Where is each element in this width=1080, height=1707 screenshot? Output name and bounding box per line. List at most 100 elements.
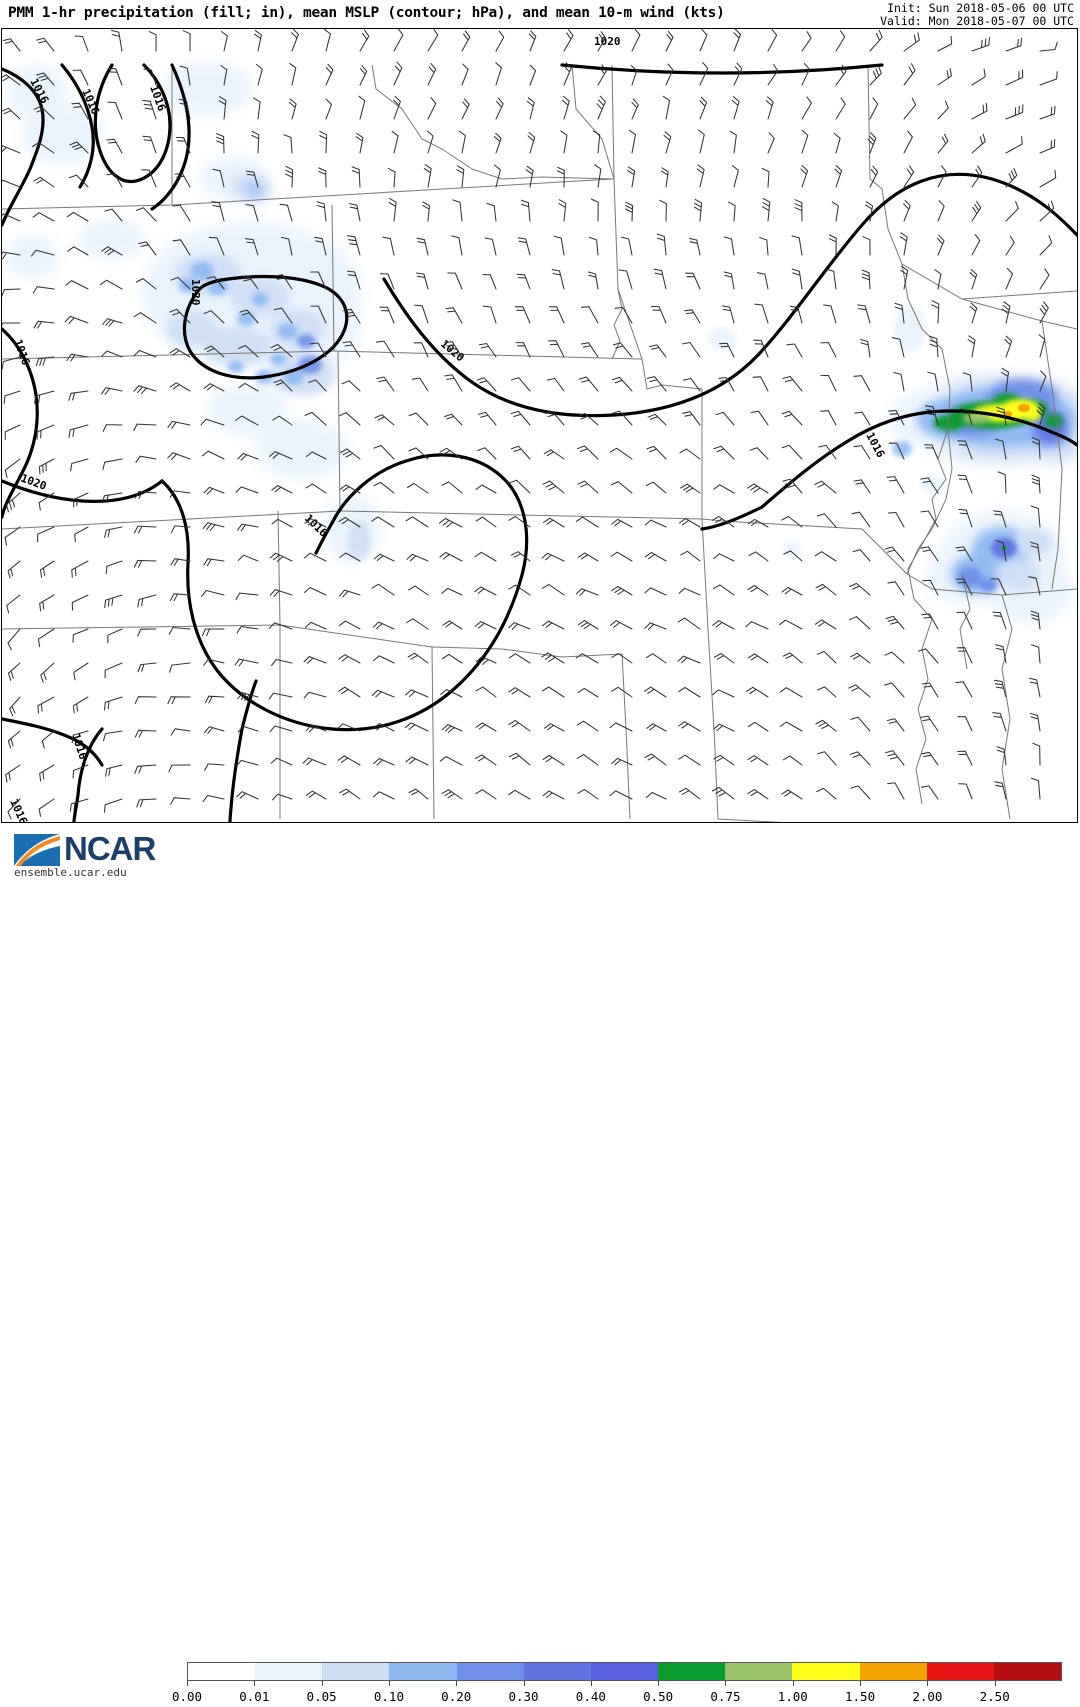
colorbar-ticks: 0.00 0.01 0.05 0.10 0.20 0.30 0.40 0.50 0.75 1.00… (0, 1681, 1080, 1707)
wind-barb (495, 97, 504, 120)
wind-barb (1039, 235, 1053, 256)
wind-barb (167, 452, 191, 461)
wind-barb (316, 201, 327, 222)
wind-barb (644, 753, 667, 766)
wind-barb (677, 617, 701, 630)
wind-barb (406, 482, 429, 494)
wind-barb (576, 445, 599, 460)
wind-barb (269, 552, 293, 562)
wind-barb (408, 412, 429, 426)
wind-barb (611, 410, 633, 426)
wind-barb (74, 35, 89, 52)
wind-barb (937, 35, 953, 52)
wind-barb (439, 447, 463, 460)
wind-barb (815, 719, 837, 732)
wind-barb (955, 681, 973, 698)
wind-barb (646, 723, 667, 732)
wind-barb (238, 344, 259, 358)
wind-barb (852, 549, 871, 562)
wind-barb (405, 689, 429, 698)
wind-barb (358, 95, 366, 120)
ncar-logo[interactable]: NCAR ensemble.ucar.edu (6, 828, 176, 884)
wind-barb (958, 783, 973, 800)
colorbar-swatch-9 (792, 1663, 860, 1680)
wind-barb (993, 679, 1007, 698)
map-canvas[interactable]: 1016 1016 1016 1020 1020 1020 1016 1020 … (1, 28, 1078, 823)
wind-barb (38, 458, 55, 475)
wind-barb (665, 63, 674, 86)
wind-barb (73, 662, 89, 681)
wind-barb (110, 29, 123, 52)
wind-barb (204, 763, 225, 772)
wind-barb (990, 578, 1007, 596)
wind-barb (711, 515, 735, 528)
wind-barb (971, 200, 982, 222)
wind-barb (279, 203, 293, 222)
colorbar-tickmark (523, 1681, 525, 1686)
wind-barb (992, 611, 1007, 630)
wind-barb (528, 30, 537, 52)
wind-barb (627, 166, 636, 188)
wind-barb (719, 342, 735, 358)
wind-barb (745, 621, 769, 630)
wind-barb (255, 63, 263, 86)
wind-barb (558, 199, 567, 222)
wind-barb (814, 551, 837, 562)
wind-barb (486, 202, 497, 222)
wind-barb (167, 420, 191, 429)
wind-barb (254, 30, 262, 52)
wind-barb (650, 305, 667, 324)
wind-barb (101, 387, 123, 396)
wind-barb (924, 405, 939, 426)
wind-barb (529, 64, 537, 86)
colorbar-tickmark (658, 1681, 660, 1686)
wind-barb (828, 234, 837, 256)
wind-barb (235, 486, 259, 494)
wind-barb (937, 67, 952, 86)
wind-barb (393, 61, 403, 86)
wind-barb (699, 96, 708, 120)
wind-barb (587, 271, 599, 290)
wind-barb (955, 546, 973, 562)
wind-barb (102, 318, 123, 327)
wind-barb (659, 199, 667, 222)
wind-barb (323, 29, 331, 52)
wind-barb (885, 750, 905, 766)
wind-barb (588, 236, 599, 256)
wind-barb (711, 786, 735, 800)
wind-barb (1028, 576, 1041, 596)
wind-barb (482, 273, 497, 290)
wind-barb (643, 686, 667, 698)
wind-barb (756, 272, 769, 290)
wind-barb (544, 410, 565, 426)
wind-barb (338, 412, 361, 426)
wind-barb (510, 551, 531, 562)
wind-barb (200, 418, 225, 426)
wind-barb (1030, 644, 1041, 664)
wind-barb (761, 167, 770, 188)
wind-barb (745, 686, 769, 698)
wind-barb (781, 586, 803, 596)
wind-barb (305, 790, 327, 800)
wind-barb (801, 129, 809, 154)
wind-barb (611, 585, 633, 596)
wind-barb (934, 269, 942, 290)
wind-barb (71, 560, 89, 578)
wind-barb (302, 757, 327, 766)
wind-barb (665, 30, 674, 52)
wind-barb (67, 246, 89, 256)
wind-barb (105, 560, 123, 575)
wind-barb (996, 406, 1007, 426)
wind-barb (376, 376, 395, 392)
wind-barb (6, 594, 21, 614)
wind-barb (41, 730, 55, 749)
wind-barb (408, 788, 429, 800)
wind-barb (620, 236, 633, 256)
wind-barb (426, 130, 434, 154)
wind-barb (713, 723, 735, 732)
wind-barb (101, 350, 123, 358)
wind-barb (170, 276, 191, 290)
wind-barb (71, 730, 89, 744)
wind-barb (544, 723, 565, 732)
wind-barb (304, 621, 327, 630)
